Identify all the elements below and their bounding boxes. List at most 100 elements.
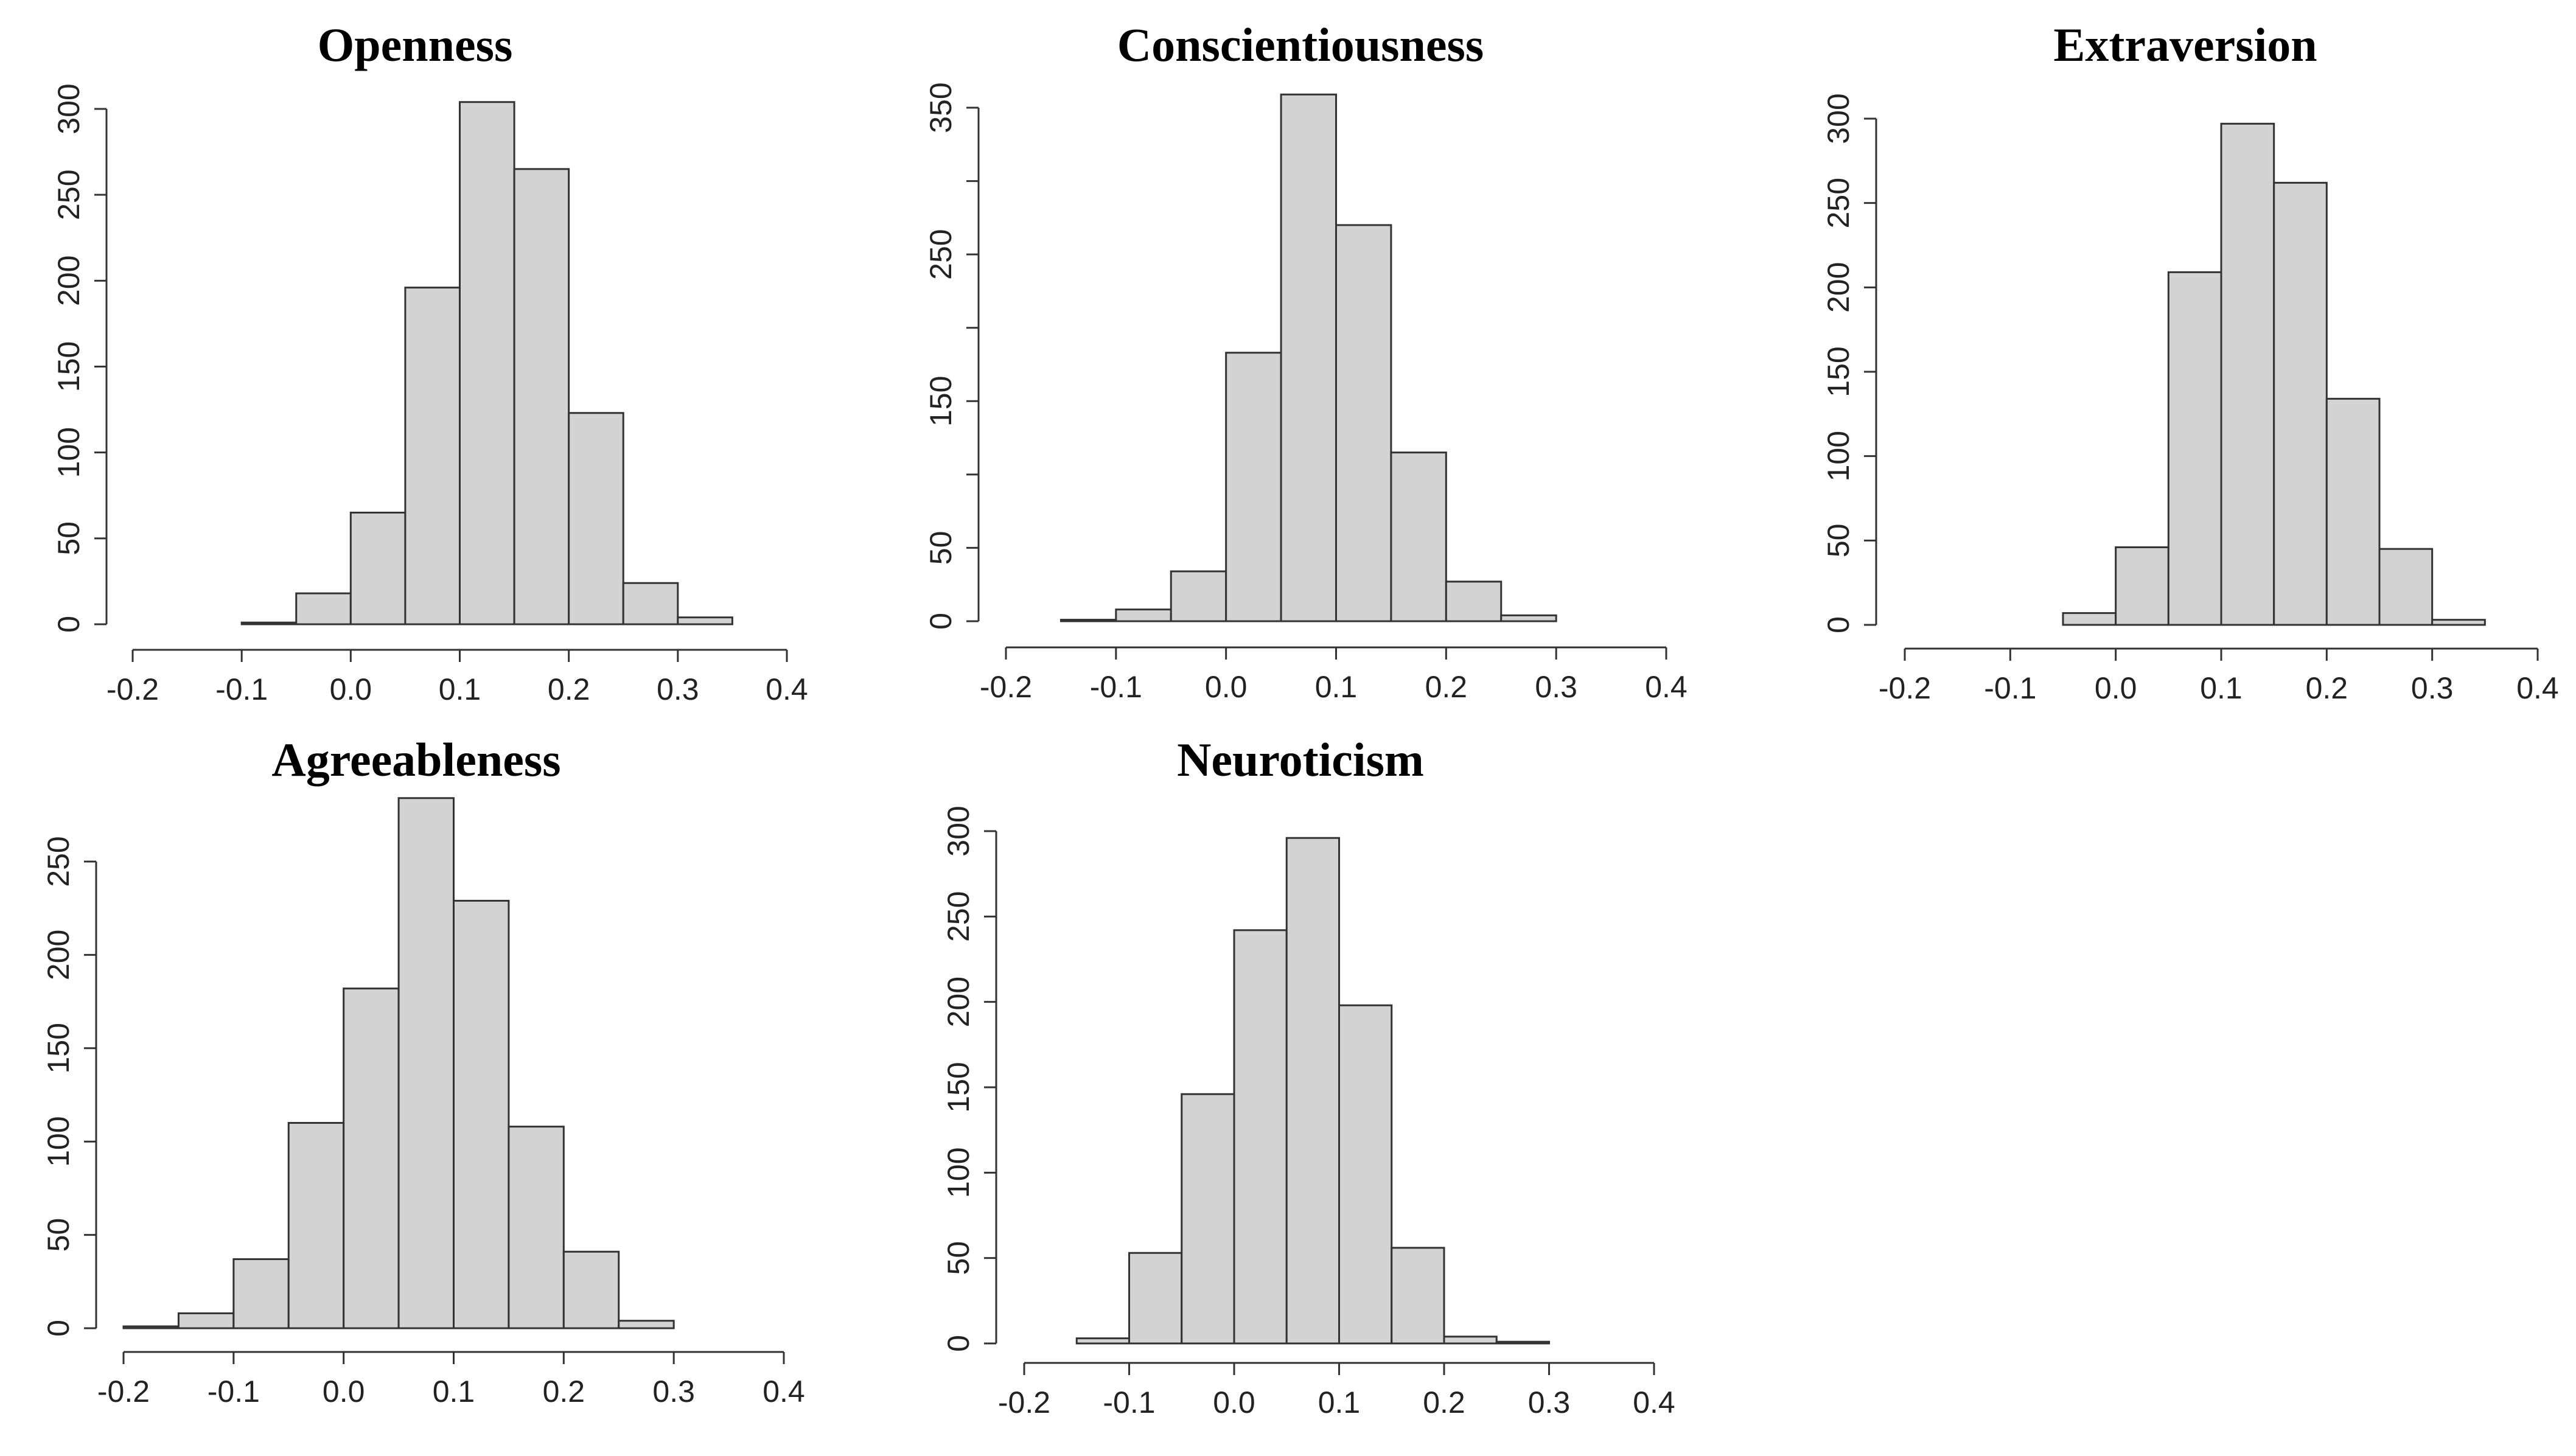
histogram-bar xyxy=(1338,1004,1393,1345)
x-tick-label: -0.2 xyxy=(97,1374,150,1409)
x-tick-label: 0.1 xyxy=(433,1374,475,1409)
x-tick-label: 0.2 xyxy=(1425,670,1468,704)
histogram-bar xyxy=(453,899,510,1329)
bar-group xyxy=(122,797,675,1329)
histogram-bar xyxy=(622,582,679,625)
axes: -0.2 -0.1 0.0 0.1 0.2 0.3 0.4 0 50 150 250 350 xyxy=(924,82,1688,704)
y-tick-label: 50 xyxy=(924,531,958,565)
histogram-bar xyxy=(618,1320,675,1329)
x-tick-label: 0.4 xyxy=(766,672,808,706)
panel-title: Openness xyxy=(318,18,513,71)
histogram-bar xyxy=(1059,619,1117,622)
y-tick-label: 250 xyxy=(941,891,976,942)
bar-group xyxy=(1075,837,1550,1345)
panel-title: Neuroticism xyxy=(1177,733,1424,786)
y-tick-label: 350 xyxy=(924,82,958,133)
histogram-bar xyxy=(349,511,407,625)
x-tick-label: -0.1 xyxy=(215,672,268,706)
y-tick-label: 100 xyxy=(941,1148,976,1198)
histogram-bar xyxy=(1391,1247,1445,1345)
histogram-bar xyxy=(1445,580,1503,622)
x-tick-label: 0.2 xyxy=(1423,1385,1465,1419)
histogram-bar xyxy=(404,287,461,625)
x-tick-label: 0.2 xyxy=(2306,671,2348,705)
y-tick-label: 150 xyxy=(941,1062,976,1112)
x-tick-label: 0.4 xyxy=(763,1374,805,1409)
histogram-bar xyxy=(1390,451,1447,622)
histogram-bar xyxy=(122,1325,180,1329)
x-tick-label: 0.3 xyxy=(2411,671,2454,705)
histogram-bar xyxy=(1285,837,1340,1345)
x-tick-label: -0.2 xyxy=(106,672,159,706)
y-tick-label: 100 xyxy=(41,1116,75,1166)
panel-title: Conscientiousness xyxy=(1117,18,1484,71)
x-tick-label: 0.0 xyxy=(330,672,372,706)
histogram-bar xyxy=(2167,271,2222,626)
histogram-panel-openness: Openness -0.2 -0.1 0.0 0.1 0.2 0.3 0.4 0 50 100 15… xyxy=(52,18,808,706)
histogram-panel-neuroticism: Neuroticism -0.2 -0.1 0.0 0.1 0.2 0.3 0.4 0 50 10… xyxy=(941,733,1675,1419)
histogram-panel-agreeableness: Agreeableness -0.2 -0.1 0.0 0.1 0.2 0.3 0.4 0 50… xyxy=(41,733,805,1409)
y-tick-label: 100 xyxy=(52,427,86,478)
histogram-bar xyxy=(459,101,515,625)
y-tick-label: 50 xyxy=(41,1218,75,1252)
y-tick-label: 0 xyxy=(52,616,86,633)
x-tick-label: 0.4 xyxy=(1645,670,1688,704)
y-tick-label: 150 xyxy=(1821,346,1855,397)
x-tick-label: -0.1 xyxy=(1984,671,2036,705)
y-tick-label: 150 xyxy=(924,376,958,427)
y-tick-label: 50 xyxy=(52,521,86,556)
y-tick-label: 200 xyxy=(941,977,976,1027)
histogram-bar xyxy=(568,412,624,625)
y-tick-label: 0 xyxy=(1821,616,1855,633)
histogram-bar xyxy=(1443,1336,1498,1345)
y-tick-label: 0 xyxy=(941,1335,976,1352)
x-tick-label: -0.1 xyxy=(1103,1385,1155,1419)
y-tick-label: 0 xyxy=(41,1320,75,1337)
x-tick-label: 0.1 xyxy=(1318,1385,1361,1419)
histogram-bar xyxy=(1075,1337,1130,1345)
histogram-bar xyxy=(513,168,570,625)
histogram-bar xyxy=(2220,122,2275,626)
x-tick-label: 0.3 xyxy=(652,1374,695,1409)
histogram-panel-conscientiousness: Conscientiousness -0.2 -0.1 0.0 0.1 0.2 0.3 0.… xyxy=(924,18,1688,704)
x-tick-label: 0.3 xyxy=(1535,670,1577,704)
histogram-panel-extraversion: Extraversion -0.2 -0.1 0.0 0.1 0.2 0.3 0.4 0 50 1… xyxy=(1821,18,2559,705)
y-tick-label: 100 xyxy=(1821,431,1855,481)
histogram-bar xyxy=(677,616,733,625)
x-tick-label: 0.2 xyxy=(543,1374,585,1409)
x-tick-label: 0.4 xyxy=(1633,1385,1675,1419)
bar-group xyxy=(1059,93,1557,622)
bar-group xyxy=(2062,122,2486,626)
x-tick-label: -0.1 xyxy=(1090,670,1142,704)
y-tick-label: 300 xyxy=(52,83,86,134)
histogram-bar xyxy=(1233,929,1288,1345)
histogram-bar xyxy=(1500,614,1557,622)
y-tick-label: 150 xyxy=(41,1023,75,1073)
y-tick-label: 250 xyxy=(924,229,958,279)
x-tick-label: 0.0 xyxy=(1205,670,1248,704)
histogram-bar xyxy=(240,621,298,625)
x-tick-label: -0.2 xyxy=(980,670,1032,704)
histogram-bar xyxy=(508,1126,565,1329)
y-tick-label: 300 xyxy=(941,806,976,856)
histogram-bar xyxy=(295,592,352,625)
x-tick-label: 0.3 xyxy=(657,672,699,706)
histogram-bar xyxy=(177,1312,235,1329)
x-tick-label: 0.2 xyxy=(548,672,590,706)
histogram-bar xyxy=(287,1122,345,1329)
histogram-bar xyxy=(232,1258,290,1329)
histogram-bar xyxy=(1225,352,1282,622)
x-tick-label: 0.4 xyxy=(2516,671,2559,705)
y-tick-label: 200 xyxy=(41,930,75,980)
histogram-bar xyxy=(343,988,400,1329)
panel-title: Agreeableness xyxy=(271,733,560,786)
histogram-bar xyxy=(2115,546,2169,626)
x-tick-label: 0.0 xyxy=(323,1374,365,1409)
y-tick-label: 250 xyxy=(1821,178,1855,228)
histogram-bar xyxy=(2062,612,2117,626)
x-tick-label: -0.2 xyxy=(1879,671,1931,705)
x-tick-label: -0.1 xyxy=(208,1374,260,1409)
histogram-bar xyxy=(397,797,455,1329)
panel-title: Extraversion xyxy=(2053,18,2317,71)
